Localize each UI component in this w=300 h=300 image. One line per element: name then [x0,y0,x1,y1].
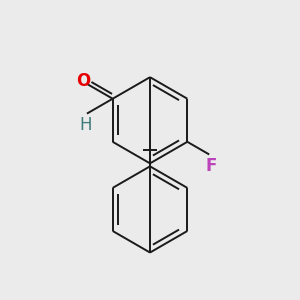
Text: H: H [79,116,92,134]
Text: O: O [76,73,91,91]
Text: F: F [205,157,216,175]
